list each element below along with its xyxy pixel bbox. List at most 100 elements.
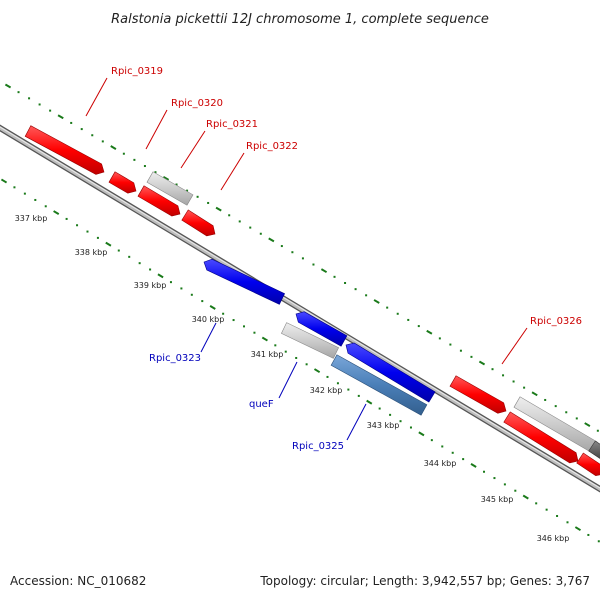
gene-label-rpic-0321[interactable]: Rpic_0321: [206, 119, 258, 130]
gc-dot: [44, 205, 47, 208]
gene-label-quef[interactable]: queF: [249, 399, 274, 410]
ruler-tick-label: 338 kbp: [75, 248, 108, 257]
gc-dot: [544, 398, 547, 401]
leader-line: [200, 322, 217, 353]
gc-dot: [175, 183, 178, 186]
gc-dot: [201, 300, 204, 303]
ruler-tick-label: 341 kbp: [251, 350, 284, 359]
ruler-tick-label: 337 kbp: [15, 214, 48, 223]
gc-dot: [190, 293, 193, 296]
gc-dot: [96, 236, 99, 239]
ruler-tick-label: 346 kbp: [537, 534, 570, 543]
gc-dot: [232, 319, 235, 322]
gene-label-rpic-0322[interactable]: Rpic_0322: [246, 141, 298, 152]
gc-dot: [449, 343, 452, 346]
backbone: [0, 124, 600, 493]
gene-labels: Rpic_0319 Rpic_0320 Rpic_0321 Rpic_0322 …: [111, 66, 582, 452]
gc-dash: [261, 336, 268, 342]
gc-dot: [365, 294, 368, 297]
gc-dot: [399, 420, 402, 423]
gene-label-rpic-0326[interactable]: Rpic_0326: [530, 316, 582, 327]
gc-dash: [470, 463, 477, 468]
gene-arrow-rpic-0319: [24, 125, 105, 175]
gc-dot: [386, 306, 389, 309]
gc-dot: [38, 103, 41, 106]
gc-dot: [91, 134, 94, 137]
gc-dash: [373, 299, 380, 304]
feature-track: [24, 125, 600, 477]
gc-dash: [366, 399, 373, 405]
gc-dot: [389, 413, 392, 416]
gc-dash: [426, 329, 433, 335]
gc-dot: [565, 411, 568, 414]
gc-dot: [503, 483, 506, 486]
gc-dot: [196, 195, 199, 198]
gc-dot: [80, 128, 83, 131]
gc-dot: [378, 407, 381, 410]
gc-dot: [409, 426, 412, 429]
gc-dash: [522, 494, 529, 500]
gc-dash: [478, 360, 486, 366]
gc-dot: [222, 312, 225, 315]
gc-dash: [53, 210, 60, 216]
gc-dot: [326, 375, 329, 378]
gc-dot: [253, 331, 256, 334]
gc-dot: [587, 533, 590, 536]
gc-dot: [523, 386, 526, 389]
gene-label-rpic-0325[interactable]: Rpic_0325: [292, 441, 344, 452]
gc-dot: [249, 226, 252, 229]
gc-dot: [430, 439, 433, 442]
gc-dot: [101, 140, 104, 143]
gc-dot: [23, 192, 26, 195]
gc-dot: [243, 325, 246, 328]
gc-dot: [228, 214, 231, 217]
gc-dot: [65, 217, 68, 220]
gene-label-rpic-0323[interactable]: Rpic_0323: [149, 353, 201, 364]
gene-arrow-rpic-0321: [137, 185, 181, 217]
leader-line: [278, 361, 298, 399]
gene-label-rpic-0319[interactable]: Rpic_0319: [111, 66, 163, 77]
gc-dot: [133, 158, 136, 161]
gc-dot: [17, 91, 20, 94]
gc-dot: [207, 201, 210, 204]
gc-dot: [554, 405, 557, 408]
gc-dot: [312, 263, 315, 266]
gene-arrow-rpic-0326: [449, 375, 507, 414]
gc-dot: [143, 165, 146, 168]
accession-text: Accession: NC_010682: [10, 574, 146, 588]
ruler-tick-label: 342 kbp: [310, 386, 343, 395]
gc-dot: [566, 521, 569, 524]
gc-dot: [502, 374, 505, 377]
gc-dot: [535, 502, 538, 505]
gc-dot: [597, 540, 600, 543]
gene-arrow-rpic-0320: [146, 171, 194, 206]
gc-dash: [110, 145, 117, 150]
gc-dash: [584, 422, 591, 427]
gene-arrow-rpic-0323: [203, 258, 286, 305]
gene-label-rpic-0320[interactable]: Rpic_0320: [171, 98, 223, 109]
gc-dot: [451, 451, 454, 454]
gc-dot: [545, 508, 548, 511]
gc-dash: [162, 175, 170, 181]
topology-summary-text: Topology: circular; Length: 3,942,557 bp…: [259, 574, 590, 588]
gc-dot: [556, 514, 559, 517]
gc-dot: [76, 224, 79, 227]
gc-dot: [34, 198, 37, 201]
leader-line: [501, 327, 528, 365]
gc-dash: [313, 368, 321, 374]
gc-dash: [268, 237, 275, 243]
gc-dot: [333, 275, 336, 278]
gene-arrow-rpic-0325: [330, 354, 428, 416]
gc-dash: [105, 241, 112, 247]
gc-dot: [438, 337, 441, 340]
gc-dash: [320, 268, 328, 274]
gc-dot: [284, 350, 287, 353]
gc-dot: [28, 97, 31, 100]
gc-dash: [215, 206, 222, 212]
leader-line: [85, 77, 108, 117]
gene-arrow-quef: [345, 342, 436, 403]
gc-dot: [417, 325, 420, 328]
gc-dot: [344, 281, 347, 284]
gc-dot: [459, 349, 462, 352]
